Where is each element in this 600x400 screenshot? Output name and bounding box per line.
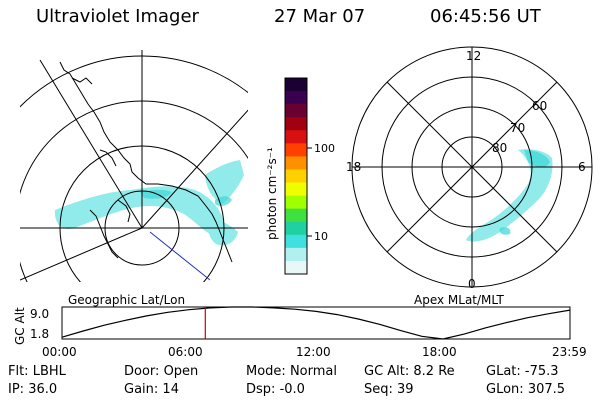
altitude-y-label: GC Alt — [13, 307, 27, 345]
status-gain-label: Gain: — [124, 382, 159, 397]
altitude-x-tick-2359: 23:59 — [552, 345, 587, 359]
colorbar-band — [285, 234, 307, 249]
colorbar-band — [285, 247, 307, 262]
status-gc-alt-value: 8.2 Re — [413, 364, 455, 379]
apex-mlt-label-0: 0 — [468, 277, 476, 291]
header: Ultraviolet Imager 27 Mar 07 06:45:56 UT — [0, 6, 600, 32]
colorbar-band — [285, 156, 307, 170]
status-mode-value: Normal — [289, 364, 337, 379]
colorbar: 100 10 photon cm⁻²s⁻¹ — [265, 77, 335, 275]
geographic-aurora-highlights — [140, 189, 232, 207]
colorbar-band — [285, 117, 307, 131]
apex-mlt-label-18: 18 — [346, 160, 361, 174]
status-door-label: Door: — [124, 364, 160, 379]
satellite-track — [149, 231, 211, 281]
altitude-plot: GC Alt 9.0 1.8 00:00 06:00 12:00 18:00 2… — [13, 306, 587, 359]
altitude-x-tick-0000: 00:00 — [42, 345, 77, 359]
geographic-map-content — [20, 50, 248, 282]
altitude-plot-frame — [61, 306, 571, 340]
altitude-x-tick-1200: 12:00 — [296, 345, 331, 359]
status-ip-value: 36.0 — [28, 382, 58, 397]
colorbar-strip — [285, 78, 307, 275]
altitude-x-tick-0600: 06:00 — [168, 345, 203, 359]
status-filter-value: LBHL — [32, 364, 66, 379]
geographic-map: Geographic Lat/Lon — [20, 50, 248, 307]
colorbar-frame — [284, 77, 308, 275]
apex-lat-label-80: 80 — [492, 141, 507, 155]
colorbar-band — [285, 104, 307, 118]
status-mode-label: Mode: — [246, 364, 286, 379]
geographic-map-label: Geographic Lat/Lon — [68, 293, 185, 307]
apex-labels: 60 70 80 12 18 6 0 — [346, 49, 586, 291]
apex-mlt-lines — [352, 47, 592, 287]
observation-time: 06:45:56 UT — [430, 6, 541, 27]
geographic-meridians — [20, 50, 248, 281]
status-dsp-value: -0.0 — [279, 382, 305, 397]
status-glon-value: 307.5 — [527, 382, 566, 397]
colorbar-tick-label-100: 100 — [314, 142, 335, 155]
colorbar-band — [285, 78, 307, 92]
apex-map-label: Apex MLat/MLT — [414, 293, 504, 307]
status-filter: Flt: LBHL — [8, 364, 66, 379]
altitude-y-tick-max: 9.0 — [30, 307, 49, 321]
status-glon: GLon: 307.5 — [486, 382, 565, 397]
colorbar-band — [285, 208, 307, 223]
altitude-plot-area — [61, 306, 571, 340]
apex-mlt-label-12: 12 — [466, 49, 481, 63]
colorbar-band — [285, 195, 307, 210]
status-glat-value: -75.3 — [524, 364, 559, 379]
observation-date: 27 Mar 07 — [274, 6, 366, 27]
colorbar-band — [285, 91, 307, 105]
colorbar-label: photon cm⁻²s⁻¹ — [265, 147, 279, 240]
apex-map: 60 70 80 12 18 6 0 Apex MLat/MLT — [346, 46, 593, 307]
status-filter-label: Flt: — [8, 364, 29, 379]
status-gc-alt: GC Alt: 8.2 Re — [364, 364, 455, 379]
colorbar-band — [285, 169, 307, 184]
colorbar-band — [285, 143, 307, 157]
geographic-coastlines — [59, 61, 233, 263]
altitude-x-ticks: 00:00 06:00 12:00 18:00 23:59 — [42, 345, 587, 359]
status-mode: Mode: Normal — [246, 364, 337, 379]
colorbar-band — [285, 260, 307, 275]
status-seq-value: 39 — [397, 382, 414, 397]
geographic-map-frame — [20, 50, 248, 282]
altitude-y-tick-min: 1.8 — [30, 327, 49, 341]
status-seq-label: Seq: — [364, 382, 393, 397]
geographic-aurora-emission — [54, 160, 244, 246]
colorbar-band — [285, 221, 307, 236]
status-gain-value: 14 — [162, 382, 179, 397]
status-door: Door: Open — [124, 364, 198, 379]
status-seq: Seq: 39 — [364, 382, 414, 397]
status-gc-alt-label: GC Alt: — [364, 364, 410, 379]
instrument-title: Ultraviolet Imager — [36, 6, 199, 27]
colorbar-tick-label-10: 10 — [314, 230, 328, 243]
status-glon-label: GLon: — [486, 382, 524, 397]
status-dsp: Dsp: -0.0 — [246, 382, 305, 397]
apex-lat-label-60: 60 — [532, 99, 547, 113]
altitude-x-tick-1800: 18:00 — [422, 345, 457, 359]
apex-aurora-emission — [466, 149, 553, 242]
apex-map-content — [466, 149, 553, 242]
altitude-series-line — [61, 306, 571, 340]
status-glat: GLat: -75.3 — [486, 364, 559, 379]
colorbar-band — [285, 130, 307, 144]
apex-mlt-label-6: 6 — [578, 160, 586, 174]
status-ip-label: IP: — [8, 382, 25, 397]
status-door-value: Open — [163, 364, 199, 379]
colorbar-band — [285, 182, 307, 197]
status-dsp-label: Dsp: — [246, 382, 276, 397]
status-glat-label: GLat: — [486, 364, 521, 379]
status-gain: Gain: 14 — [124, 382, 179, 397]
status-ip: IP: 36.0 — [8, 382, 57, 397]
apex-lat-label-70: 70 — [510, 121, 525, 135]
